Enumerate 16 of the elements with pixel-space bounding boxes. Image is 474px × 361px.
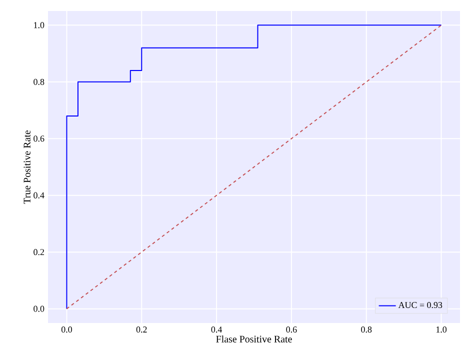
y-tick-label: 0.2 — [34, 249, 44, 256]
y-tick-label: 0.0 — [34, 306, 44, 312]
y-axis-title: True Positive Rate — [24, 130, 30, 204]
x-tick-label: 0.4 — [211, 326, 222, 333]
y-tick-label: 1.0 — [34, 22, 44, 28]
legend-label: AUC = 0.93 — [398, 302, 442, 308]
y-tick-label: 0.4 — [34, 192, 44, 198]
x-tick-label: 0.2 — [136, 326, 147, 333]
y-tick-label: 0.6 — [34, 136, 44, 142]
x-tick-label: 0.6 — [286, 326, 297, 333]
x-tick-label: 1.0 — [436, 326, 447, 333]
line-series — [66, 24, 442, 310]
y-tick-label: 0.8 — [34, 78, 44, 85]
x-axis-title: Flase Positive Rate — [216, 335, 292, 342]
x-tick-label: 0.8 — [361, 326, 372, 333]
x-tick-label: 0.0 — [61, 326, 72, 333]
